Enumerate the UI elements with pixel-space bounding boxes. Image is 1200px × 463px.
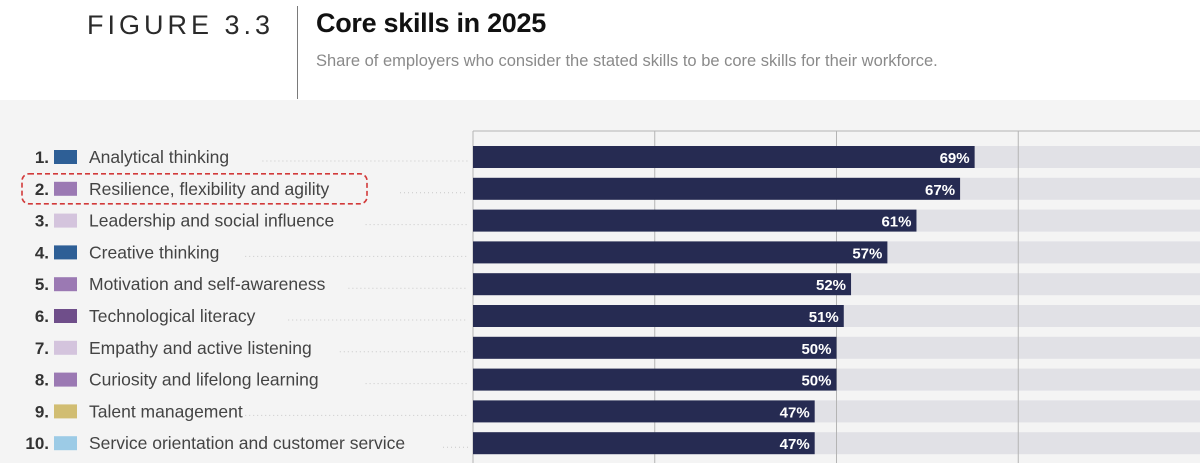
rank-number: 6. [35,307,49,326]
skill-label: Leadership and social influence [89,211,334,231]
chart-subtitle: Share of employers who consider the stat… [316,52,938,70]
bar [473,177,961,200]
category-swatch [54,277,77,292]
category-swatch [54,213,77,228]
category-swatch [54,245,77,260]
value-label: 57% [852,245,882,262]
skill-label: Creative thinking [89,242,219,262]
rank-number: 4. [35,243,49,262]
bar-chart: 1. Analytical thinking 69% 2. Resilience, fl… [21,130,1200,463]
rank-number: 9. [35,402,49,421]
rank-number: 3. [35,212,49,231]
value-label: 47% [780,436,810,453]
bar [473,400,815,423]
bar [473,432,815,455]
skill-label: Analytical thinking [89,147,229,167]
value-label: 50% [801,373,831,390]
bar [473,368,837,391]
category-swatch [54,436,77,451]
category-swatch [54,150,77,164]
chart-title: Core skills in 2025 [316,8,546,38]
skill-label: Motivation and self-awareness [89,274,326,294]
skill-label: Technological literacy [89,306,256,326]
rank-number: 2. [35,180,49,199]
category-swatch [54,404,77,419]
figure-label: FIGURE 3.3 [87,10,275,40]
rank-number: 10. [25,434,49,453]
bar [473,305,844,327]
figure-header: FIGURE 3.3 Core skills in 2025 Share of … [0,0,1200,100]
skill-label: Curiosity and lifelong learning [89,370,319,390]
bar [473,336,837,359]
value-label: 67% [925,182,955,199]
value-label: 69% [940,150,970,167]
value-label: 47% [780,404,810,421]
category-swatch [54,181,77,196]
bar [473,273,852,296]
rank-number: 8. [35,371,49,390]
skill-label: Empathy and active listening [89,338,312,358]
chart-area: 1. Analytical thinking 69% 2. Resilience, fl… [0,100,1200,463]
skill-label: Talent management [89,401,243,421]
bar [473,241,888,264]
value-label: 61% [881,214,911,231]
bar [473,209,917,232]
skill-label: Service orientation and customer service [89,433,405,453]
bar [473,146,975,168]
value-label: 51% [809,309,839,326]
skill-label: Resilience, flexibility and agility [89,179,329,199]
category-swatch [54,372,77,387]
value-label: 50% [801,341,831,358]
category-swatch [54,340,77,355]
rank-number: 5. [35,275,49,294]
rank-number: 7. [35,339,49,358]
header-divider [297,6,298,99]
category-swatch [54,309,77,323]
rank-number: 1. [35,148,49,167]
value-label: 52% [816,277,846,294]
